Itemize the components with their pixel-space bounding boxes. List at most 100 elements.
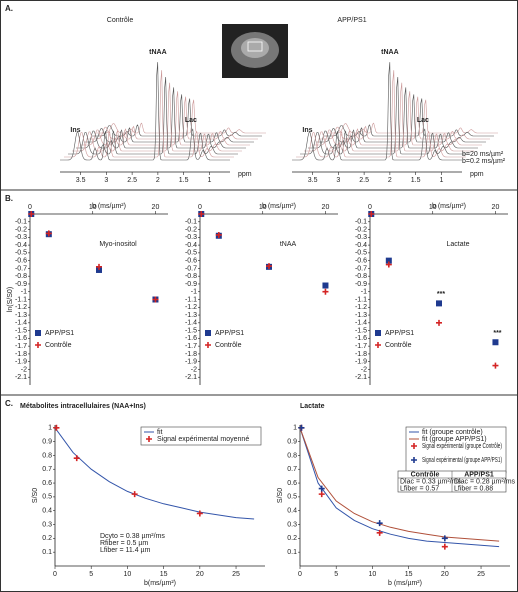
legend-label: fit (groupe contrôle) <box>422 429 483 436</box>
y-tick-label: 0.7 <box>287 466 297 473</box>
data-point <box>376 529 383 536</box>
x-tick-label: 10 <box>429 204 437 211</box>
brain-image <box>222 24 288 78</box>
y-tick-label: -0.3 <box>15 234 27 241</box>
y-tick-label: -1.9 <box>355 359 367 366</box>
legend-label: fit (groupe APP/PS1) <box>422 436 487 443</box>
y-tick-label: -1.3 <box>355 312 367 319</box>
peak-label: tNAA <box>381 49 399 56</box>
y-tick-label: -1.4 <box>355 320 367 327</box>
spectrum-trace <box>84 94 254 143</box>
x-axis-label: ppm <box>238 171 252 178</box>
x-axis-label: b (ms/µm²) <box>262 203 296 210</box>
y-tick-label: -0.9 <box>15 281 27 288</box>
b-label: b=20 ms/µm² <box>462 151 504 158</box>
peak-label: Ins <box>70 127 80 134</box>
x-tick-label: 0 <box>198 204 202 211</box>
y-tick-label: 1 <box>48 425 52 432</box>
y-tick-label: -0.4 <box>355 242 367 249</box>
data-point <box>35 330 41 336</box>
data-point <box>322 282 329 289</box>
x-tick-label: 3 <box>104 177 108 184</box>
y-tick-label: -0.8 <box>185 273 197 280</box>
y-tick-label: -0.5 <box>355 250 367 257</box>
y-tick-label: -0.5 <box>15 250 27 257</box>
y-tick-label: 0.8 <box>287 452 297 459</box>
b-label: b=0.2 ms/µm² <box>462 158 506 165</box>
data-point <box>146 436 152 442</box>
data-point <box>385 257 392 264</box>
y-tick-label: -1 <box>361 289 367 296</box>
spectrum-trace <box>320 96 490 140</box>
y-tick-label: -2.1 <box>185 374 197 381</box>
y-tick-label: -0.6 <box>15 257 27 264</box>
y-tick-label: -1.1 <box>15 296 27 303</box>
x-tick-label: 1.5 <box>179 177 189 184</box>
data-point <box>96 266 102 273</box>
legend-label: APP/PS1 <box>385 330 414 337</box>
y-tick-label: -0.1 <box>185 219 197 226</box>
x-tick-label: 25 <box>477 571 485 578</box>
y-tick-label: -0.1 <box>355 219 367 226</box>
x-axis-label: b (ms/µm²) <box>432 203 466 210</box>
panel-label: B. <box>5 194 13 203</box>
y-tick-label: -0.2 <box>355 226 367 233</box>
y-tick-label: 1 <box>293 425 297 432</box>
data-point <box>215 231 222 238</box>
x-axis-label: b (ms/µm²) <box>92 203 126 210</box>
legend-label: Contrôle <box>45 342 72 349</box>
y-tick-label: -0.6 <box>355 257 367 264</box>
data-point <box>28 211 35 217</box>
y-tick-label: -0.2 <box>15 226 27 233</box>
y-tick-label: 0.2 <box>287 535 297 542</box>
x-axis-label: b (ms/µm²) <box>388 580 422 587</box>
y-tick-label: -1.5 <box>185 327 197 334</box>
fit-parameter: Dcyto = 0.38 µm²/ms <box>100 533 165 540</box>
y-tick-label: -1.2 <box>15 304 27 311</box>
x-tick-label: 0 <box>298 571 302 578</box>
y-tick-label: -1.9 <box>15 359 27 366</box>
y-tick-label: 0.8 <box>42 452 52 459</box>
x-tick-label: 20 <box>196 571 204 578</box>
legend-label: Contrôle <box>385 342 412 349</box>
y-tick-label: -1.7 <box>185 343 197 350</box>
panel-label: C. <box>5 399 13 408</box>
x-tick-label: 1 <box>439 177 443 184</box>
fit-parameter: Lfiber = 11.4 µm <box>100 547 151 554</box>
data-point <box>436 319 442 326</box>
y-tick-label: -0.7 <box>185 265 197 272</box>
data-point <box>96 263 102 270</box>
data-point <box>266 263 272 270</box>
y-tick-label: -1.2 <box>355 304 367 311</box>
y-tick-label: -0.9 <box>355 281 367 288</box>
y-tick-label: 0.1 <box>287 549 297 556</box>
legend-label: Signal expérimental (groupe APP/PS1) <box>422 457 502 464</box>
y-tick-label: -1.1 <box>355 296 367 303</box>
x-tick-label: 10 <box>89 204 97 211</box>
y-tick-label: -1.6 <box>15 335 27 342</box>
x-tick-label: 15 <box>405 571 413 578</box>
y-axis-label: S/S0 <box>277 488 284 503</box>
significance: *** <box>493 330 501 337</box>
y-tick-label: -0.8 <box>355 273 367 280</box>
data-point <box>205 330 211 336</box>
fit-parameter: Rfiber = 0.5 µm <box>100 540 148 547</box>
legend-box <box>405 426 507 474</box>
y-tick-label: -2 <box>21 366 27 373</box>
legend-label: Contrôle <box>215 342 242 349</box>
data-point <box>196 510 203 517</box>
panel-label: A. <box>5 4 13 13</box>
x-tick-label: 25 <box>232 571 240 578</box>
x-tick-label: 20 <box>492 204 500 211</box>
data-point <box>375 330 381 336</box>
y-tick-label: -1.3 <box>15 312 27 319</box>
x-tick-label: 2 <box>388 177 392 184</box>
spectrum-trace <box>292 62 462 161</box>
y-tick-label: -1.9 <box>185 359 197 366</box>
spectrum-title: APP/PS1 <box>337 17 366 24</box>
y-tick-label: -1.3 <box>185 312 197 319</box>
y-tick-label: -1.2 <box>185 304 197 311</box>
spectrum-trace <box>60 62 230 161</box>
